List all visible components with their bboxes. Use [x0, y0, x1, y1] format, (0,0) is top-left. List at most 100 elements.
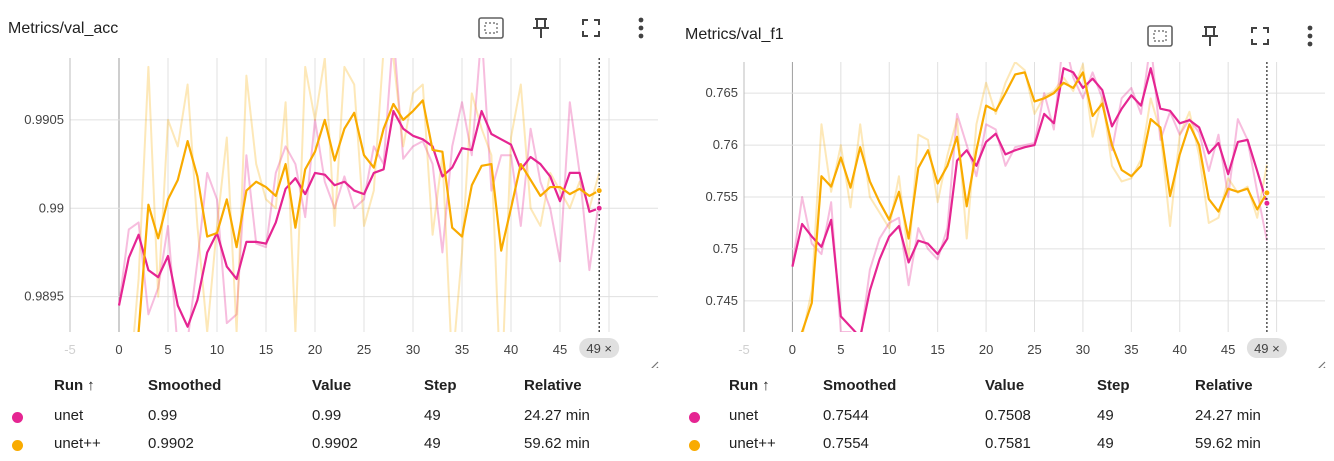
more-vert-icon[interactable]	[1296, 22, 1324, 50]
pin-icon[interactable]	[527, 14, 555, 42]
more-vert-icon[interactable]	[627, 14, 655, 42]
x-tick-label: 0	[789, 342, 796, 357]
header-run[interactable]: Run ↑	[54, 377, 95, 394]
table-header: Run ↑ Smoothed Value Step Relative	[667, 372, 1334, 400]
raw-line-unet++	[802, 62, 1268, 332]
hover-dot-unet++	[1263, 189, 1271, 197]
hover-dot-unet	[1263, 199, 1271, 207]
step-value: 49	[424, 435, 441, 452]
x-tick-label: 40	[504, 342, 518, 357]
raw-value: 0.7508	[985, 407, 1031, 424]
fit-domain-icon[interactable]	[1146, 22, 1174, 50]
fullscreen-icon[interactable]	[1246, 22, 1274, 50]
y-tick-label: 0.765	[705, 85, 738, 100]
step-value: 49	[424, 407, 441, 424]
header-relative[interactable]: Relative	[1195, 377, 1253, 394]
x-tick-label: 10	[882, 342, 896, 357]
chart-toolbar	[477, 14, 655, 42]
run-color-dot	[12, 412, 23, 423]
y-tick-label: 0.75	[713, 241, 738, 256]
chart-grid	[743, 62, 1325, 332]
pin-icon[interactable]	[1196, 22, 1224, 50]
x-tick-label: 10	[210, 342, 224, 357]
x-tick-label: 40	[1173, 342, 1187, 357]
run-color-dot	[12, 440, 23, 451]
header-run[interactable]: Run ↑	[729, 377, 770, 394]
hover-step-label: 49 ×	[586, 341, 612, 356]
y-tick-label: 0.76	[713, 137, 738, 152]
sort-arrow-icon: ↑	[87, 377, 95, 394]
raw-value: 0.9902	[312, 435, 358, 452]
x-tick-label: 20	[308, 342, 322, 357]
x-tick-label: -5	[64, 342, 76, 357]
x-tick-label: 5	[164, 342, 171, 357]
smoothed-series	[117, 99, 600, 332]
smoothed-line-unet++	[137, 99, 600, 332]
raw-series	[118, 58, 601, 332]
header-smoothed[interactable]: Smoothed	[148, 377, 222, 394]
run-name: unet	[729, 407, 759, 424]
header-value[interactable]: Value	[312, 377, 352, 394]
smoothed-value: 0.9902	[148, 435, 194, 452]
run-name: unet++	[729, 435, 776, 452]
x-tick-label: 35	[455, 342, 469, 357]
smoothed-value: 0.7554	[823, 435, 869, 452]
resize-handle-icon	[651, 361, 659, 368]
x-tick-label: 45	[1221, 342, 1235, 357]
line-chart[interactable]: -5051015202530354045500.7450.750.7550.76…	[667, 0, 1334, 368]
chart-title: Metrics/val_f1	[685, 26, 784, 43]
chart-toolbar	[1146, 22, 1324, 50]
x-tick-label: 30	[1076, 342, 1090, 357]
hover-step-chip	[1246, 338, 1287, 358]
sort-arrow-icon: ↑	[762, 377, 770, 394]
smoothed-line-unet	[791, 67, 1268, 332]
relative-time: 24.27 min	[524, 407, 590, 424]
x-tick-label: 15	[259, 342, 273, 357]
chart-card-val-f1: Metrics/val_f1 -5051015202530354045500.7…	[667, 0, 1334, 461]
header-relative[interactable]: Relative	[524, 377, 582, 394]
raw-value: 0.99	[312, 407, 342, 424]
x-tick-label: 20	[979, 342, 993, 357]
fullscreen-icon[interactable]	[577, 14, 605, 42]
fit-domain-icon[interactable]	[477, 14, 505, 42]
raw-value: 0.7581	[985, 435, 1031, 452]
smoothed-line-unet++	[800, 71, 1268, 332]
table-row: unet++ 0.7554 0.7581 49 59.62 min	[667, 430, 1334, 458]
y-tick-label: 0.9895	[24, 289, 64, 304]
y-tick-label: 0.99	[39, 200, 64, 215]
header-step[interactable]: Step	[1097, 377, 1130, 394]
header-value[interactable]: Value	[985, 377, 1025, 394]
table-row: unet 0.7544 0.7508 49 24.27 min	[667, 402, 1334, 430]
relative-time: 59.62 min	[524, 435, 590, 452]
x-tick-label: 35	[1124, 342, 1138, 357]
run-color-dot	[689, 412, 700, 423]
x-tick-label: 30	[406, 342, 420, 357]
table-row: unet 0.99 0.99 49 24.27 min	[0, 402, 667, 430]
smoothed-value: 0.99	[148, 407, 178, 424]
step-value: 49	[1097, 435, 1114, 452]
run-name: unet++	[54, 435, 101, 452]
table-row: unet++ 0.9902 0.9902 49 59.62 min	[0, 430, 667, 458]
x-tick-label: 25	[357, 342, 371, 357]
smoothed-line-unet	[117, 109, 600, 328]
hover-dot-unet	[595, 204, 603, 212]
hover-marker: 49 ×	[1246, 62, 1287, 358]
header-smoothed[interactable]: Smoothed	[823, 377, 897, 394]
run-color-dot	[689, 440, 700, 451]
x-tick-label: 0	[115, 342, 122, 357]
hover-step-label: 49 ×	[1254, 341, 1280, 356]
header-step[interactable]: Step	[424, 377, 457, 394]
step-value: 49	[1097, 407, 1114, 424]
hover-marker: 49 ×	[579, 58, 620, 358]
x-tick-label: 25	[1027, 342, 1041, 357]
x-tick-label: -5	[738, 342, 750, 357]
smoothed-value: 0.7544	[823, 407, 869, 424]
raw-line-unet	[118, 58, 601, 332]
relative-time: 24.27 min	[1195, 407, 1261, 424]
y-tick-label: 0.745	[705, 293, 738, 308]
x-tick-label: 15	[930, 342, 944, 357]
chart-title: Metrics/val_acc	[8, 20, 119, 37]
